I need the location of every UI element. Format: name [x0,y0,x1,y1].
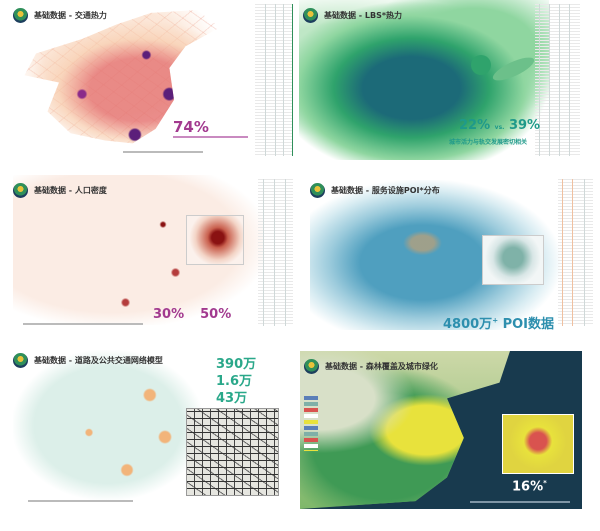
footnote-line [23,323,143,325]
slide-title: 基础数据 - 人口密度 [13,183,107,198]
stat-b: 39% [508,118,541,133]
stat-value: 4800万 [443,317,493,330]
stat-caption-line [173,136,248,138]
stat-label: POI数据 [502,317,555,330]
title-text: 基础数据 - 森林覆盖及城市绿化 [325,362,438,371]
logo-icon [13,8,28,23]
road-network-inset [186,408,279,496]
logo-icon [303,8,318,23]
slide-title: 基础数据 - LBS*热力 [303,8,402,23]
slide-title: 基础数据 - 森林覆盖及城市绿化 [304,359,438,374]
stat-stops: 43万 [216,391,248,406]
stat-transit-lines: 1.6万 [216,374,253,389]
slide-title: 基础数据 - 交通热力 [13,8,107,23]
road-network-map [13,350,203,500]
stat-group: 22% vs. 39% [459,118,540,133]
stat-a: 30% [153,307,185,322]
slide-road-transit-network: 基础数据 - 道路及公共交通网络模型 390万 1.6万 43万 [3,345,296,510]
stat-caption: 城市活力与轨交发展密切相关 [449,139,528,146]
title-text: 基础数据 - 交通热力 [34,11,107,20]
forest-cover-map [300,351,510,509]
korea-region [471,55,491,75]
slide-population-density: 基础数据 - 人口密度 30% 50% [3,175,296,330]
logo-icon [304,359,319,374]
title-text: 基础数据 - LBS*热力 [324,11,403,20]
stat-b: 50% [200,307,232,322]
stat-group: 4800万+ POI数据 [443,313,554,330]
map-legend [304,396,318,451]
data-table [255,4,293,156]
shanghai-inset-map [186,215,244,265]
logo-icon [13,353,28,368]
slide-title: 基础数据 - 道路及公共交通网络模型 [13,353,163,368]
title-text: 基础数据 - 人口密度 [34,186,107,195]
city-inset-map [482,235,544,285]
lbs-heat-map [299,0,549,160]
slide-title: 基础数据 - 服务设施POI*分布 [310,183,440,198]
stat-group: 30% 50% [153,307,231,322]
data-table [535,4,580,156]
stat-group: 16%* [512,479,547,494]
logo-icon [310,183,325,198]
slide-lbs-heat: 基础数据 - LBS*热力 22% vs. 39% 城市活力与轨交发展密切相关 [299,0,598,160]
stat-value: 16% [512,479,544,495]
slide-poi-distribution: 基础数据 - 服务设施POI*分布 4800万+ POI数据 [300,175,598,330]
slide-forest-coverage: 基础数据 - 森林覆盖及城市绿化 16%* [300,351,582,509]
stat-suffix: * [543,479,547,487]
stat-roads: 390万 [216,357,257,372]
caption-line [470,501,570,503]
footnote-line [28,500,133,502]
stat-value: 74% [173,118,209,136]
title-text: 基础数据 - 道路及公共交通网络模型 [34,356,163,365]
city-green-inset [502,414,574,474]
title-text: 基础数据 - 服务设施POI*分布 [331,186,440,195]
vs-label: vs. [494,124,505,131]
logo-icon [13,183,28,198]
stat-a: 22% [459,118,491,133]
data-table [558,179,593,326]
data-table [258,179,293,326]
stat-suffix: + [492,316,499,325]
footnote-line [123,151,203,153]
slide-traffic-heat: 基础数据 - 交通热力 74% document.currentScript.p… [3,0,296,160]
